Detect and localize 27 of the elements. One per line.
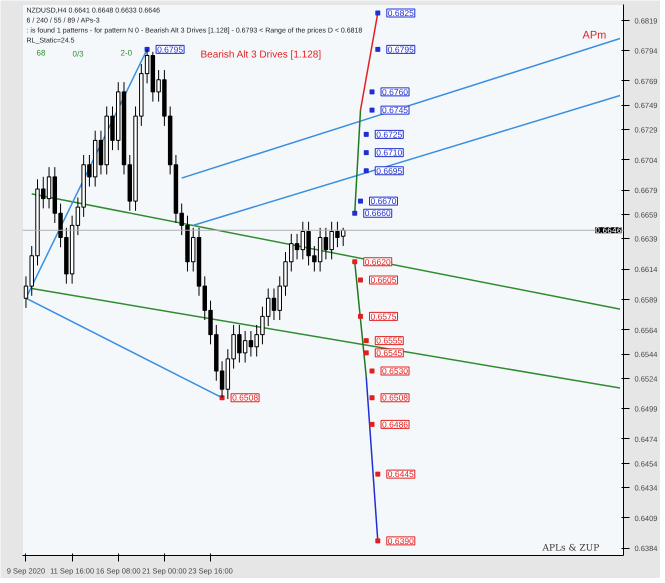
data-label: 0.6670 [370, 196, 397, 206]
data-label: 0.6445 [388, 469, 414, 480]
data-label: 0.6795 [388, 44, 414, 54]
data-label: 0.6725 [376, 129, 403, 140]
annotation: APLs & ZUP [542, 544, 600, 554]
data-label: 0.6795 [157, 44, 184, 54]
data-label: 0.6745 [382, 105, 408, 116]
data-label: 0.6545 [376, 348, 403, 358]
annotation: APm [582, 30, 606, 42]
data-label: 0.6710 [376, 148, 403, 158]
data-label: 0.6760 [382, 86, 408, 97]
annotation: Bearish Alt 3 Drives [1.128] [200, 50, 322, 60]
data-label: 0.6508 [382, 392, 408, 403]
annotation: 2-0 [120, 48, 133, 58]
data-label: 0.6605 [370, 275, 397, 285]
annotation: 0/3 [72, 50, 84, 58]
data-label: 0.6825 [388, 8, 414, 18]
data-label: 0.6695 [376, 166, 403, 176]
data-label: 0.6486 [382, 419, 408, 430]
data-label: 0.6660 [364, 208, 391, 218]
data-label: 0.6508 [232, 392, 258, 403]
annotation: 68 [36, 48, 46, 58]
data-label: 0.6530 [382, 366, 408, 376]
data-label: 0.6555 [376, 336, 403, 346]
data-label: 0.6390 [388, 536, 414, 546]
data-label: 0.6575 [370, 311, 397, 322]
data-label: 0.6620 [364, 256, 391, 267]
